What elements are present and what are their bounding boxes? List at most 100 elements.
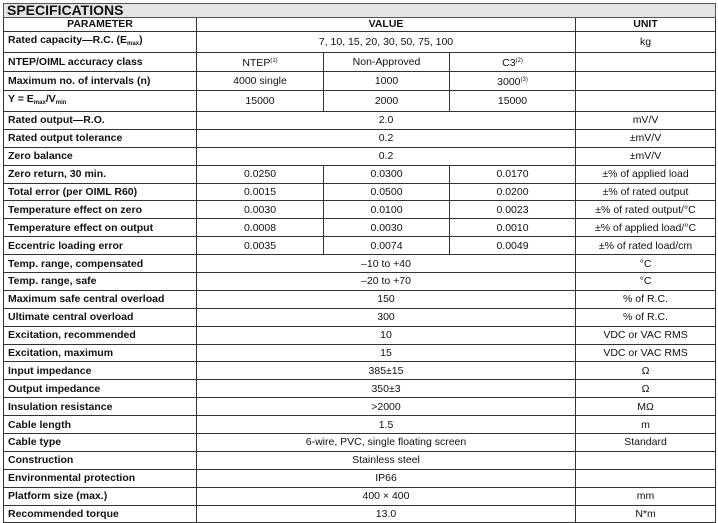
table-row: Zero return, 30 min. 0.0250 0.0300 0.0170 ±%…: [3, 164, 717, 184]
unit-cell: ±% of applied load: [574, 164, 717, 184]
table-row: Ultimate central overload 300% of R.C.: [3, 307, 717, 327]
unit-cell: °C: [574, 272, 717, 291]
unit-cell: ±mV/V: [574, 146, 717, 166]
value-cell: 350±3: [196, 379, 576, 399]
table-row: Temp. range, safe –20 to +70 °C: [3, 272, 717, 291]
param-label: Rated output—R.O.: [3, 111, 197, 130]
unit-cell: Ω: [574, 379, 717, 399]
header-unit: UNIT: [574, 17, 717, 32]
unit-cell: m: [574, 415, 717, 435]
value-cell: 300: [196, 307, 576, 327]
unit-cell: ±% of rated load/cm: [574, 236, 717, 256]
value-cell: 15000: [196, 90, 324, 112]
value-cell: 15000: [449, 90, 576, 112]
unit-cell: VDC or VAC RMS: [574, 343, 717, 363]
table-row: Rated output tolerance 0.2 ±mV/V: [3, 128, 717, 148]
table-row: Platform size (max.) 400 × 400 mm: [3, 486, 717, 506]
param-label: Total error (per OIML R60): [3, 182, 197, 202]
param-label: NTEP/OIML accuracy class: [3, 52, 197, 72]
unit-cell: mm: [574, 486, 717, 506]
value-cell: 0.0300: [323, 164, 450, 184]
param-label: Zero balance: [3, 146, 197, 166]
unit-cell: ±% of rated output: [574, 182, 717, 202]
value-cell: –20 to +70: [196, 272, 576, 291]
unit-cell: VDC or VAC RMS: [574, 325, 717, 345]
unit-cell: ±mV/V: [574, 128, 717, 148]
value-cell: 400 × 400: [196, 486, 576, 506]
table-row: Total error (per OIML R60) 0.0015 0.0500 0.…: [3, 182, 717, 202]
table-row: Temp. range, compensated –10 to +40 °C: [3, 254, 717, 274]
value-cell: IP66: [196, 468, 576, 488]
param-label: Excitation, maximum: [3, 343, 197, 363]
unit-cell: MΩ: [574, 397, 717, 417]
value-cell: 6-wire, PVC, single floating screen: [196, 433, 576, 452]
unit-cell: % of R.C.: [574, 289, 717, 309]
param-label: Temperature effect on zero: [3, 200, 197, 220]
value-cell: 0.0100: [323, 200, 450, 220]
value-cell: 15: [196, 343, 576, 363]
value-cell: 0.0010: [449, 218, 576, 238]
value-cell: 0.2: [196, 146, 576, 166]
table-row: Eccentric loading error 0.0035 0.0074 0.004…: [3, 236, 717, 256]
unit-cell: mV/V: [574, 111, 717, 130]
param-label: Maximum no. of intervals (n): [3, 71, 197, 91]
header-value: VALUE: [196, 17, 576, 32]
value-cell: 2.0: [196, 111, 576, 130]
param-label: Temp. range, safe: [3, 272, 197, 291]
unit-cell: ±% of applied load/°C: [574, 218, 717, 238]
param-label: Platform size (max.): [3, 486, 197, 506]
param-label: Insulation resistance: [3, 397, 197, 417]
param-label: Excitation, recommended: [3, 325, 197, 345]
unit-cell: N*m: [574, 504, 717, 523]
unit-cell: [574, 450, 717, 470]
table-row: Rated output—R.O. 2.0 mV/V: [3, 111, 717, 130]
table-row: Recommended torque 13.0 N*m: [3, 504, 717, 523]
param-label: Rated capacity—R.C. (Emax): [3, 31, 197, 53]
value-cell: Non-Approved: [323, 52, 450, 72]
param-label: Cable length: [3, 415, 197, 435]
header-parameter: PARAMETER: [3, 17, 197, 32]
unit-cell: kg: [574, 31, 717, 53]
param-label: Temperature effect on output: [3, 218, 197, 238]
value-cell: 0.0008: [196, 218, 324, 238]
param-label: Maximum safe central overload: [3, 289, 197, 309]
value-cell: 0.0035: [196, 236, 324, 256]
value-cell: 3000(3): [449, 71, 576, 91]
unit-cell: ±% of rated output/°C: [574, 200, 717, 220]
value-cell: 4000 single: [196, 71, 324, 91]
unit-cell: [574, 52, 717, 72]
table-row: Input impedance 385±15 Ω: [3, 361, 717, 381]
param-label: Eccentric loading error: [3, 236, 197, 256]
unit-cell: [574, 90, 717, 112]
table-title: SPECIFICATIONS: [2, 3, 717, 18]
value-cell: 1000: [323, 71, 450, 91]
table-row: Excitation, maximum 15 VDC or VAC RMS: [3, 343, 717, 363]
value-cell: 0.0074: [323, 236, 450, 256]
value-cell: 150: [196, 289, 576, 309]
value-cell: 0.0250: [196, 164, 324, 184]
table-row: Temperature effect on output 0.0008 0.0030…: [3, 218, 717, 238]
value-cell: C3(2): [449, 52, 576, 72]
table-row: Construction Stainless steel: [3, 450, 717, 470]
param-label: Y = Emax/Vmin: [3, 90, 197, 112]
value-cell: 0.0200: [449, 182, 576, 202]
value-cell: 385±15: [196, 361, 576, 381]
table-row: Cable type 6-wire, PVC, single floating s…: [3, 433, 717, 452]
param-label: Temp. range, compensated: [3, 254, 197, 274]
value-cell: 0.2: [196, 128, 576, 148]
value-cell: Stainless steel: [196, 450, 576, 470]
table-row: Rated capacity—R.C. (Emax) 7, 10, 15, 20…: [3, 31, 717, 53]
value-cell: 10: [196, 325, 576, 345]
param-label: Zero return, 30 min.: [3, 164, 197, 184]
unit-cell: Standard: [574, 433, 717, 452]
param-label: Input impedance: [3, 361, 197, 381]
specifications-table: SPECIFICATIONS PARAMETER VALUE UNIT Rate…: [2, 3, 717, 523]
param-label: Ultimate central overload: [3, 307, 197, 327]
table-row: Excitation, recommended 10 VDC or VAC RMS: [3, 325, 717, 345]
table-row: Maximum no. of intervals (n) 4000 single…: [3, 71, 717, 91]
table-row: Temperature effect on zero 0.0030 0.0100 0.…: [3, 200, 717, 220]
table-row: Maximum safe central overload 150% of R.C…: [3, 289, 717, 309]
table-row: Y = Emax/Vmin 15000 2000 15000: [3, 90, 717, 112]
value-cell: 0.0030: [196, 200, 324, 220]
param-label: Construction: [3, 450, 197, 470]
